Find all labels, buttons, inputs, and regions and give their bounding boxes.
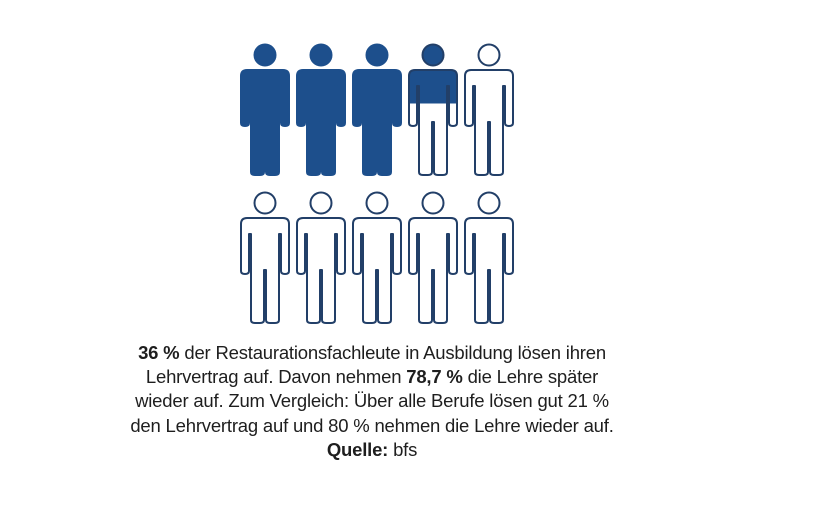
person-head — [253, 191, 277, 215]
caption-text-2: die Lehre später wieder auf. Zum Verglei… — [130, 366, 614, 436]
person-icon-empty — [296, 191, 346, 324]
person-body — [240, 217, 290, 324]
person-icon-empty — [240, 191, 290, 324]
caption-highlight-787: 78,7 % — [406, 366, 463, 388]
person-head — [421, 43, 445, 67]
person-icon-empty — [408, 191, 458, 324]
source-label: Quelle: — [326, 438, 389, 460]
person-body — [408, 217, 458, 324]
person-body — [240, 69, 290, 176]
person-icon-partial — [408, 43, 458, 176]
person-head — [309, 43, 333, 67]
person-body — [408, 69, 458, 176]
pictogram-chart — [240, 43, 514, 324]
person-head — [421, 191, 445, 215]
person-body — [296, 69, 346, 176]
person-head — [309, 191, 333, 215]
person-head — [365, 191, 389, 215]
person-body — [464, 217, 514, 324]
person-body — [464, 69, 514, 176]
person-icon-filled — [352, 43, 402, 176]
person-body — [352, 217, 402, 324]
caption: 36 % der Restaurationsfachleute in Ausbi… — [122, 341, 622, 462]
person-head — [477, 43, 501, 67]
person-head — [253, 43, 277, 67]
caption-highlight-36: 36 % — [138, 342, 180, 363]
person-head — [365, 43, 389, 67]
person-icon-filled — [240, 43, 290, 176]
person-icon-empty — [464, 43, 514, 176]
source-value: bfs — [388, 438, 418, 460]
person-body — [352, 69, 402, 176]
person-icon-filled — [296, 43, 346, 176]
person-icon-empty — [464, 191, 514, 324]
caption-text-1: der Restaurationsfachleute in Ausbildung… — [145, 342, 606, 388]
person-head — [477, 191, 501, 215]
person-body — [296, 217, 346, 324]
person-icon-empty — [352, 191, 402, 324]
